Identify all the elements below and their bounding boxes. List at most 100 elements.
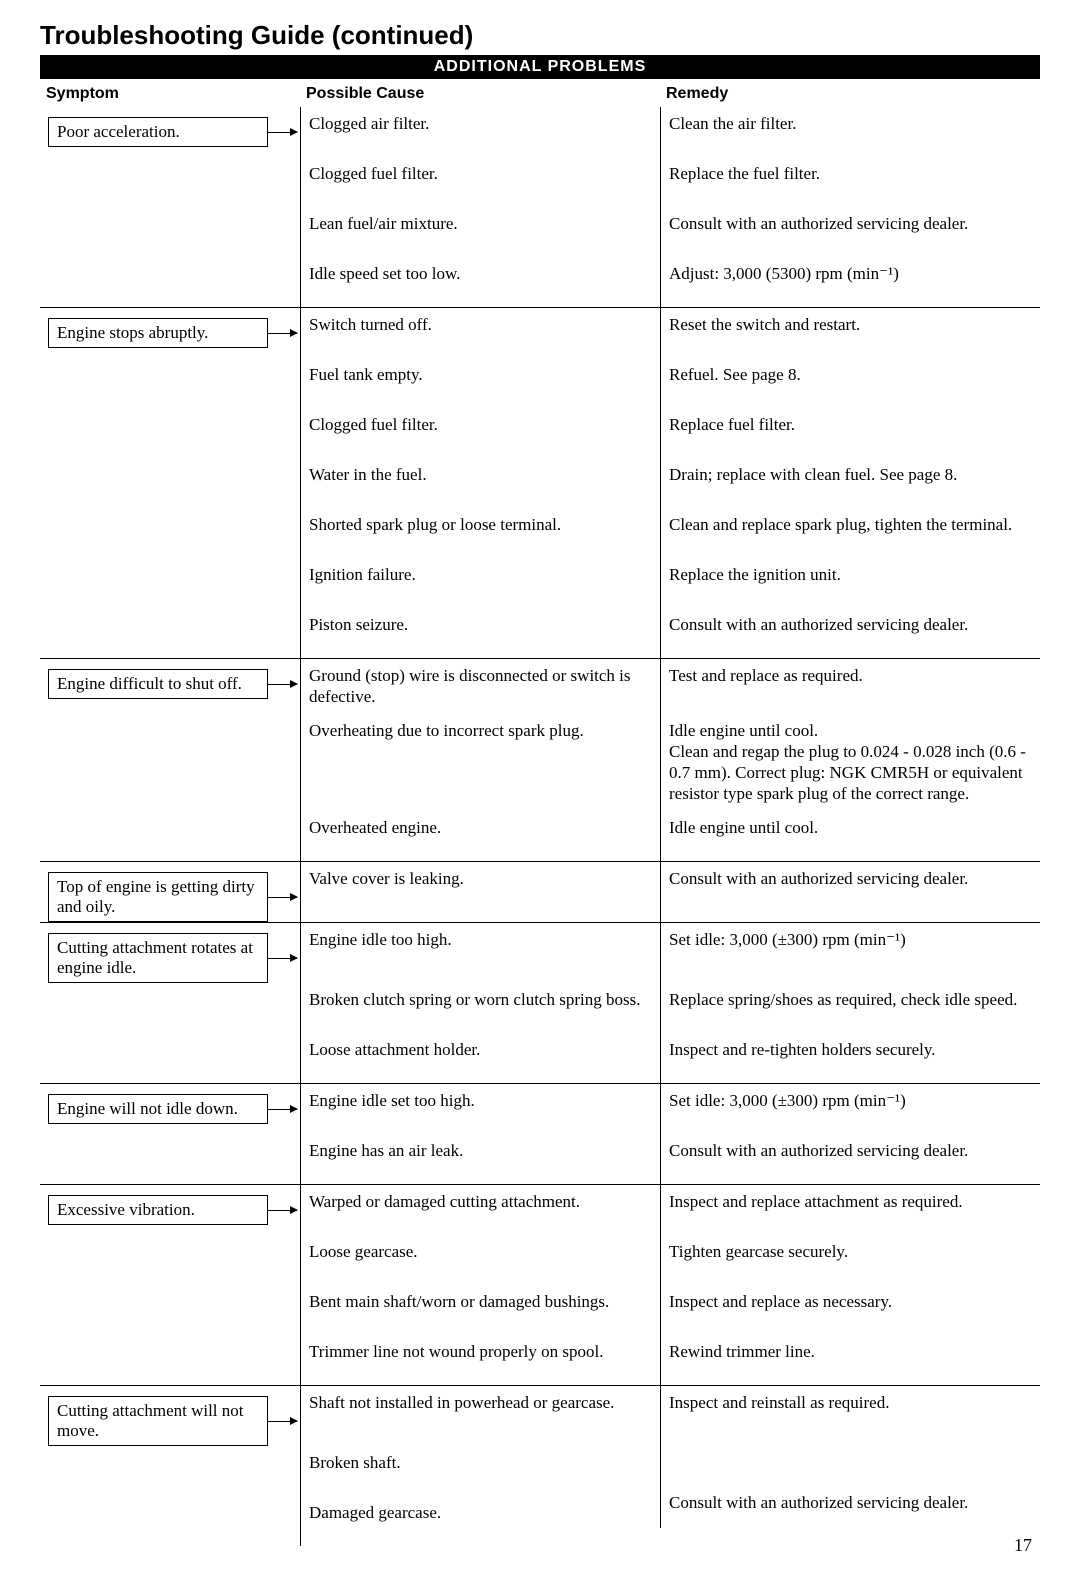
table-row: Trimmer line not wound properly on spool… <box>40 1335 1040 1385</box>
symptom-cell <box>40 257 300 307</box>
symptom-cell: Excessive vibration. <box>40 1185 300 1235</box>
remedy-cell: Set idle: 3,000 (±300) rpm (min⁻¹) <box>660 1084 1040 1134</box>
table-row: Excessive vibration. Warped or damaged cu… <box>40 1185 1040 1235</box>
cause-cell: Piston seizure. <box>300 608 660 658</box>
symptom-cell: Top of engine is getting dirty and oily. <box>40 862 300 922</box>
remedy-cell: Inspect and re-tighten holders securely. <box>660 1033 1040 1083</box>
table-row: Idle speed set too low.Adjust: 3,000 (53… <box>40 257 1040 307</box>
table-section: Cutting attachment rotates at engine idl… <box>40 922 1040 1083</box>
remedy-cell: Replace fuel filter. <box>660 408 1040 458</box>
remedy-cell: Replace spring/shoes as required, check … <box>660 983 1040 1033</box>
table-section: Engine will not idle down.Engine idle se… <box>40 1083 1040 1184</box>
symptom-box: Excessive vibration. <box>48 1195 268 1225</box>
table-row: Shorted spark plug or loose terminal.Cle… <box>40 508 1040 558</box>
cause-cell: Clogged air filter. <box>300 107 660 157</box>
remedy-cell: Test and replace as required. <box>660 659 1040 714</box>
cause-cell: Shorted spark plug or loose terminal. <box>300 508 660 558</box>
table-row: Engine stops abruptly. Switch turned off.… <box>40 308 1040 358</box>
table-row: Water in the fuel.Drain; replace with cl… <box>40 458 1040 508</box>
cause-cell: Switch turned off. <box>300 308 660 358</box>
remedy-cell: Inspect and reinstall as required. <box>660 1386 1040 1446</box>
symptom-cell <box>40 458 300 508</box>
symptom-cell <box>40 608 300 658</box>
cause-cell: Water in the fuel. <box>300 458 660 508</box>
cause-cell: Ground (stop) wire is disconnected or sw… <box>300 659 660 714</box>
cause-cell: Ignition failure. <box>300 558 660 608</box>
header-row: Symptom Possible Cause Remedy <box>40 79 1040 107</box>
symptom-cell <box>40 811 300 861</box>
arrow-icon <box>267 132 297 133</box>
table-row: Poor acceleration.Clogged air filter.Cle… <box>40 107 1040 157</box>
table-section: Engine stops abruptly. Switch turned off.… <box>40 307 1040 658</box>
symptom-box: Engine stops abruptly. <box>48 318 268 348</box>
cause-cell: Loose attachment holder. <box>300 1033 660 1083</box>
symptom-box: Cutting attachment will not move. <box>48 1396 268 1446</box>
cause-cell: Shaft not installed in powerhead or gear… <box>300 1386 660 1446</box>
table-row: Fuel tank empty.Refuel. See page 8. <box>40 358 1040 408</box>
remedy-cell: Drain; replace with clean fuel. See page… <box>660 458 1040 508</box>
page-title: Troubleshooting Guide (continued) <box>40 20 1040 51</box>
title-main: Troubleshooting Guide <box>40 20 325 50</box>
table-row: Broken clutch spring or worn clutch spri… <box>40 983 1040 1033</box>
table-section: Cutting attachment will not move. Shaft n… <box>40 1385 1040 1546</box>
symptom-cell <box>40 1033 300 1083</box>
cause-cell: Clogged fuel filter. <box>300 408 660 458</box>
cause-cell: Idle speed set too low. <box>300 257 660 307</box>
symptom-cell <box>40 1496 300 1546</box>
cause-cell: Bent main shaft/worn or damaged bushings… <box>300 1285 660 1335</box>
arrow-icon <box>267 897 297 898</box>
symptom-cell <box>40 714 300 811</box>
table-row: Cutting attachment rotates at engine idl… <box>40 923 1040 983</box>
remedy-cell: Consult with an authorized servicing dea… <box>660 1134 1040 1184</box>
section-bar: ADDITIONAL PROBLEMS <box>40 55 1040 79</box>
table-row: Engine will not idle down.Engine idle se… <box>40 1084 1040 1134</box>
table-row: Bent main shaft/worn or damaged bushings… <box>40 1285 1040 1335</box>
cause-cell: Overheating due to incorrect spark plug. <box>300 714 660 811</box>
remedy-cell: Clean the air filter. <box>660 107 1040 157</box>
symptom-cell <box>40 1446 300 1496</box>
symptom-cell <box>40 983 300 1033</box>
symptom-cell <box>40 1134 300 1184</box>
table-row: Top of engine is getting dirty and oily.… <box>40 862 1040 922</box>
symptom-box: Engine difficult to shut off. <box>48 669 268 699</box>
table-section: Poor acceleration.Clogged air filter.Cle… <box>40 107 1040 307</box>
cause-cell: Warped or damaged cutting attachment. <box>300 1185 660 1235</box>
table-row: Engine has an air leak.Consult with an a… <box>40 1134 1040 1184</box>
table-section: Top of engine is getting dirty and oily.… <box>40 861 1040 922</box>
table-row: Damaged gearcase.Consult with an authori… <box>40 1496 1040 1546</box>
table-section: Engine difficult to shut off. Ground (sto… <box>40 658 1040 861</box>
troubleshooting-table: Poor acceleration.Clogged air filter.Cle… <box>40 107 1040 1546</box>
table-row: Clogged fuel filter.Replace fuel filter. <box>40 408 1040 458</box>
remedy-cell: Clean and replace spark plug, tighten th… <box>660 508 1040 558</box>
cause-cell: Engine idle set too high. <box>300 1084 660 1134</box>
table-row: Loose attachment holder.Inspect and re-t… <box>40 1033 1040 1083</box>
cause-cell: Engine idle too high. <box>300 923 660 983</box>
symptom-box: Cutting attachment rotates at engine idl… <box>48 933 268 983</box>
symptom-cell: Engine stops abruptly. <box>40 308 300 358</box>
cause-cell: Trimmer line not wound properly on spool… <box>300 1335 660 1385</box>
cause-cell: Valve cover is leaking. <box>300 862 660 922</box>
table-row: Ignition failure.Replace the ignition un… <box>40 558 1040 608</box>
cause-cell: Loose gearcase. <box>300 1235 660 1285</box>
remedy-cell: Refuel. See page 8. <box>660 358 1040 408</box>
remedy-cell: Replace the fuel filter. <box>660 157 1040 207</box>
symptom-cell <box>40 558 300 608</box>
cause-cell: Fuel tank empty. <box>300 358 660 408</box>
header-cause: Possible Cause <box>300 79 660 107</box>
table-row: Piston seizure.Consult with an authorize… <box>40 608 1040 658</box>
remedy-cell: Idle engine until cool. Clean and regap … <box>660 714 1040 811</box>
header-remedy: Remedy <box>660 79 1040 107</box>
arrow-icon <box>267 333 297 334</box>
symptom-cell <box>40 408 300 458</box>
symptom-cell <box>40 358 300 408</box>
page: Troubleshooting Guide (continued) ADDITI… <box>0 0 1080 1586</box>
symptom-cell: Engine will not idle down. <box>40 1084 300 1134</box>
cause-cell: Broken clutch spring or worn clutch spri… <box>300 983 660 1033</box>
cause-cell: Broken shaft. <box>300 1446 660 1496</box>
cause-cell: Engine has an air leak. <box>300 1134 660 1184</box>
symptom-cell <box>40 1335 300 1385</box>
arrow-icon <box>267 1421 297 1422</box>
header-symptom: Symptom <box>40 79 300 107</box>
table-row: Engine difficult to shut off. Ground (sto… <box>40 659 1040 714</box>
symptom-cell <box>40 157 300 207</box>
